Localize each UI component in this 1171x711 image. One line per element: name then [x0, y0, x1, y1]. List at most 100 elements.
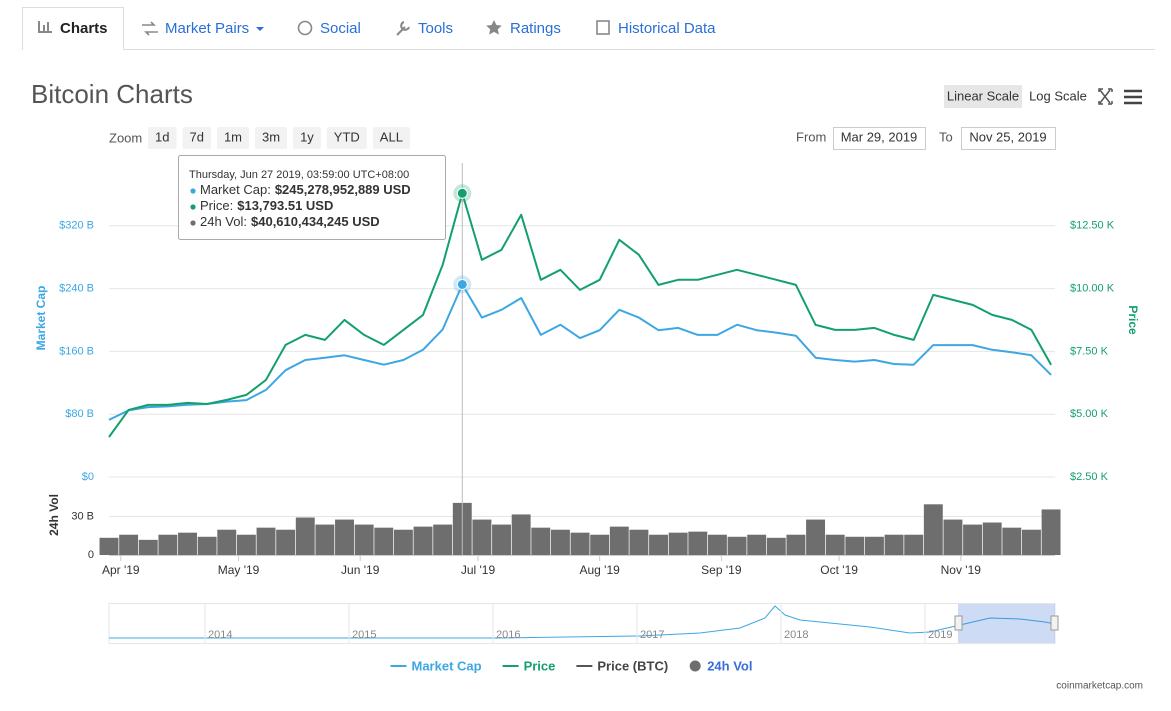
x-tick-label: May '19 [218, 563, 260, 577]
icon [596, 20, 610, 35]
zoom-button-bg[interactable] [372, 127, 410, 149]
volume-bar [864, 536, 884, 555]
legend-item[interactable]: Price [502, 658, 556, 673]
volume-bar [158, 534, 178, 555]
x-tick-label: Sep '19 [701, 563, 742, 577]
navigator-selection[interactable] [958, 604, 1055, 643]
tab[interactable]: Ratings [510, 20, 561, 37]
zoom-button-bg[interactable] [326, 127, 367, 149]
zoom-button[interactable]: YTD [326, 127, 367, 149]
zoom-button-bg[interactable] [148, 127, 177, 149]
to-label: To [939, 129, 953, 144]
zoom-button-bg[interactable] [293, 127, 321, 149]
zoom-button-label[interactable]: 3m [262, 129, 280, 144]
tooltip-box [178, 155, 446, 240]
zoom-button[interactable]: 1d [148, 127, 177, 149]
volume-bar [766, 537, 786, 555]
tab[interactable]: Historical Data [618, 20, 716, 37]
tooltip-date: Thursday, Jun 27 2019, 03:59:00 UTC+08:0… [189, 169, 409, 181]
tooltip-label: 24h Vol: [200, 214, 247, 229]
from-value[interactable]: Mar 29, 2019 [841, 129, 918, 144]
zoom-button-label[interactable]: 1d [155, 129, 169, 144]
tooltip-bullet [190, 204, 196, 210]
tab[interactable]: Tools [418, 20, 453, 37]
zoom-button[interactable]: 7d [182, 127, 211, 149]
zoom-button[interactable]: 3m [255, 127, 288, 149]
from-label: From [796, 129, 826, 144]
y2-tick-label: $5.00 K [1070, 408, 1109, 420]
zoom-button-label[interactable]: 1m [224, 129, 242, 144]
y2-tick-label: $7.50 K [1070, 345, 1109, 357]
volume-bar [649, 534, 669, 555]
icon [43, 25, 45, 31]
volume-bar [276, 529, 296, 555]
legend-label[interactable]: Price (BTC) [597, 658, 668, 673]
legend-item[interactable]: 24h Vol [689, 658, 753, 673]
navigator-handle[interactable] [1050, 615, 1059, 631]
zoom-button[interactable]: 1y [293, 127, 321, 149]
tab[interactable]: Charts [60, 20, 108, 37]
zoom-button[interactable]: ALL [372, 127, 410, 149]
volume-bar [236, 534, 256, 555]
zoom-button-label[interactable]: 7d [189, 129, 203, 144]
zoom-button-bg[interactable] [182, 127, 211, 149]
volume-bar [825, 534, 845, 555]
scale-button-active[interactable] [944, 85, 1022, 108]
menu-icon[interactable] [1124, 89, 1142, 105]
icon [297, 20, 313, 36]
tooltip-line: 24h Vol: $40,610,434,245 USD [200, 214, 380, 229]
scale-button[interactable]: Linear Scale [947, 88, 1019, 103]
volume-bar [570, 532, 590, 555]
volume-bar [884, 534, 904, 555]
vol-axis-title: 24h Vol [47, 494, 61, 536]
navigator-year: 2019 [928, 629, 952, 641]
zoom-button-label[interactable]: 1y [300, 129, 314, 144]
fullscreen-icon[interactable] [1098, 88, 1113, 105]
legend-item[interactable]: Market Cap [390, 658, 482, 673]
volume-bar [845, 536, 865, 555]
zoom-button-bg[interactable] [216, 127, 249, 149]
navigator-handle[interactable] [954, 615, 963, 631]
to-input[interactable] [961, 127, 1056, 150]
volume-bar [295, 517, 315, 555]
volume-bar [393, 529, 413, 555]
series-line [108, 192, 1052, 438]
volume-bar [609, 526, 629, 555]
icon [47, 22, 49, 31]
zoom-button-label[interactable]: YTD [334, 129, 360, 144]
tab-icons [38, 20, 610, 36]
volume-bar [904, 534, 924, 555]
zoom-button-label[interactable]: ALL [380, 129, 403, 144]
legend-marker[interactable] [689, 660, 701, 672]
tooltip-bullet [190, 220, 196, 226]
zoom-button[interactable]: 1m [216, 127, 249, 149]
x-tick-label: Oct '19 [820, 563, 858, 577]
icon [486, 20, 502, 35]
legend-label[interactable]: Market Cap [412, 658, 482, 673]
zoom-button-bg[interactable] [255, 127, 288, 149]
vol-tick-label: 0 [88, 549, 94, 561]
volume-bar [492, 524, 511, 555]
scale-button[interactable]: Log Scale [1029, 88, 1087, 103]
y-axis-title: Market Cap [34, 286, 48, 351]
tooltip-line: Market Cap: $245,278,952,889 USD [200, 182, 411, 197]
volume-bar [629, 529, 649, 555]
zoom-label: Zoom [109, 130, 142, 145]
tooltip-label: Price: [200, 198, 233, 213]
tab[interactable]: Social [320, 20, 361, 37]
legend-label[interactable]: 24h Vol [707, 658, 752, 673]
y2-axis-title: Price [1126, 305, 1140, 335]
volume-bar [550, 529, 570, 555]
from-input[interactable] [833, 127, 926, 150]
navigator-year: 2016 [496, 629, 520, 641]
legend-label[interactable]: Price [524, 658, 556, 673]
volume-bar [727, 536, 747, 555]
navigator-line [109, 605, 1056, 639]
volume-bar [178, 532, 197, 555]
tab[interactable]: Market Pairs [165, 20, 249, 37]
volume-bar [1002, 527, 1022, 555]
x-tick-label: Jun '19 [341, 563, 380, 577]
x-tick-label: Jul '19 [461, 563, 496, 577]
legend-item[interactable]: Price (BTC) [576, 658, 668, 673]
to-value[interactable]: Nov 25, 2019 [969, 129, 1046, 144]
